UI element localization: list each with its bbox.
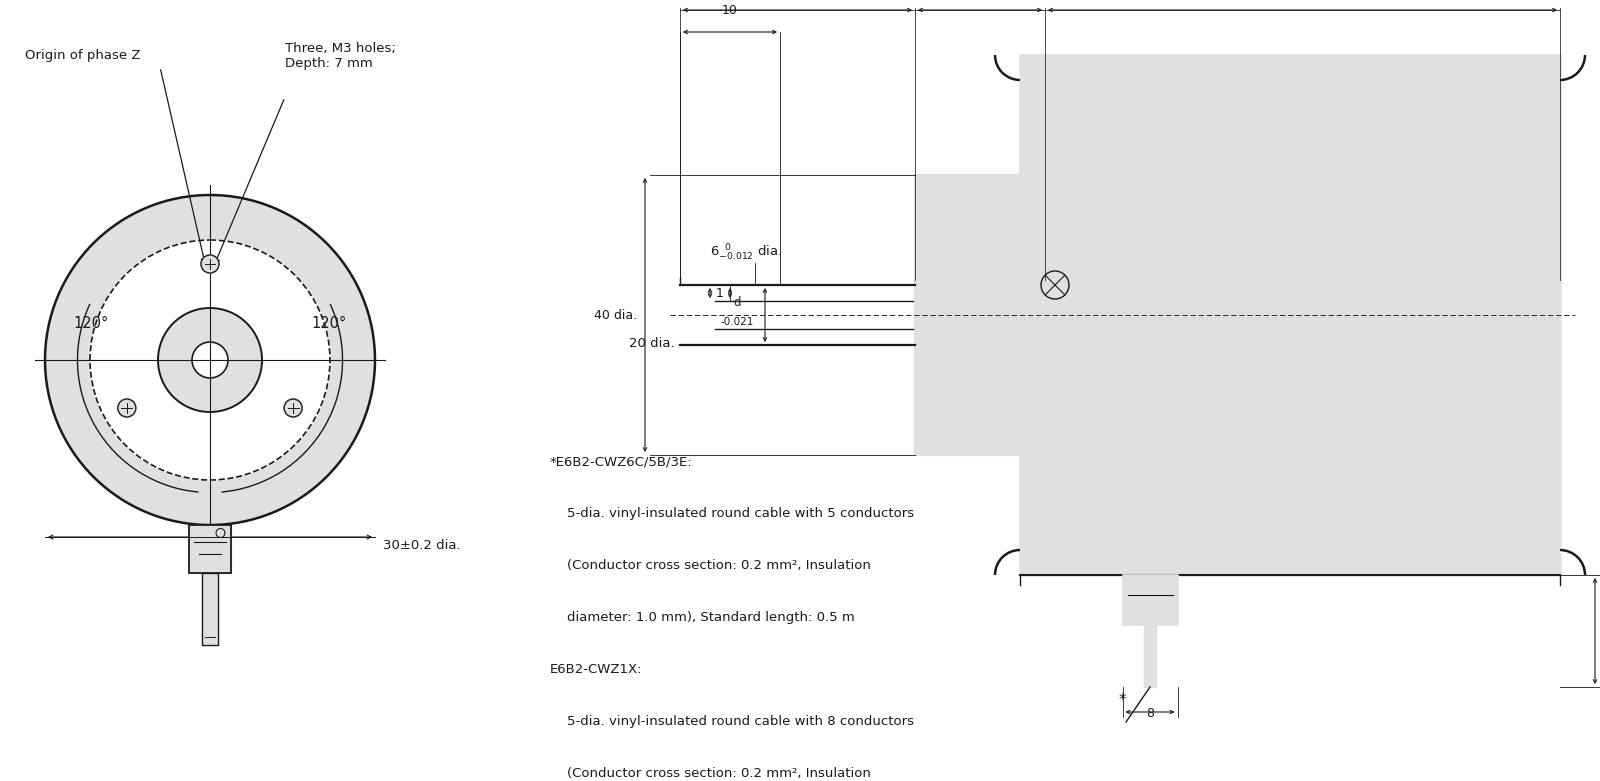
Text: (Conductor cross section: 0.2 mm², Insulation: (Conductor cross section: 0.2 mm², Insul… xyxy=(550,767,870,780)
Text: 10: 10 xyxy=(722,4,738,17)
Bar xyxy=(189,525,230,573)
Circle shape xyxy=(216,529,226,537)
Text: 120°: 120° xyxy=(74,316,109,331)
Text: 1: 1 xyxy=(715,287,723,299)
Text: $6^{\ \ 0}_{-0.012}$ dia.: $6^{\ \ 0}_{-0.012}$ dia. xyxy=(710,243,782,263)
Bar xyxy=(1021,55,1560,575)
Circle shape xyxy=(45,195,374,525)
Text: 5-dia. vinyl-insulated round cable with 5 conductors: 5-dia. vinyl-insulated round cable with … xyxy=(550,507,914,520)
Bar xyxy=(1123,575,1178,625)
Text: *E6B2-CWZ6C/5B/3E:: *E6B2-CWZ6C/5B/3E: xyxy=(550,455,693,468)
Circle shape xyxy=(118,399,136,417)
Bar xyxy=(189,525,230,573)
Bar xyxy=(915,175,1045,455)
Text: (Conductor cross section: 0.2 mm², Insulation: (Conductor cross section: 0.2 mm², Insul… xyxy=(550,559,870,572)
Bar xyxy=(1144,625,1155,687)
Text: *: * xyxy=(1118,693,1126,708)
Text: diameter: 1.0 mm), Standard length: 0.5 m: diameter: 1.0 mm), Standard length: 0.5 … xyxy=(550,611,854,624)
Text: d: d xyxy=(733,296,741,309)
Text: 30±0.2 dia.: 30±0.2 dia. xyxy=(382,539,461,551)
Circle shape xyxy=(90,240,330,480)
Bar xyxy=(202,573,218,645)
Circle shape xyxy=(202,255,219,273)
Text: Origin of phase Z: Origin of phase Z xyxy=(26,48,141,62)
Text: 20 dia.: 20 dia. xyxy=(629,337,675,350)
Circle shape xyxy=(1042,271,1069,299)
Text: E6B2-CWZ1X:: E6B2-CWZ1X: xyxy=(550,663,643,676)
Text: 8: 8 xyxy=(1146,707,1154,720)
Text: 5-dia. vinyl-insulated round cable with 8 conductors: 5-dia. vinyl-insulated round cable with … xyxy=(550,715,914,728)
Text: Three, M3 holes;
Depth: 7 mm: Three, M3 holes; Depth: 7 mm xyxy=(285,42,395,70)
Text: 120°: 120° xyxy=(310,316,347,331)
Text: 40 dia.: 40 dia. xyxy=(594,308,637,322)
Bar xyxy=(202,573,218,645)
Circle shape xyxy=(158,308,262,412)
Text: -0.021: -0.021 xyxy=(720,317,754,327)
Circle shape xyxy=(285,399,302,417)
Circle shape xyxy=(192,342,229,378)
